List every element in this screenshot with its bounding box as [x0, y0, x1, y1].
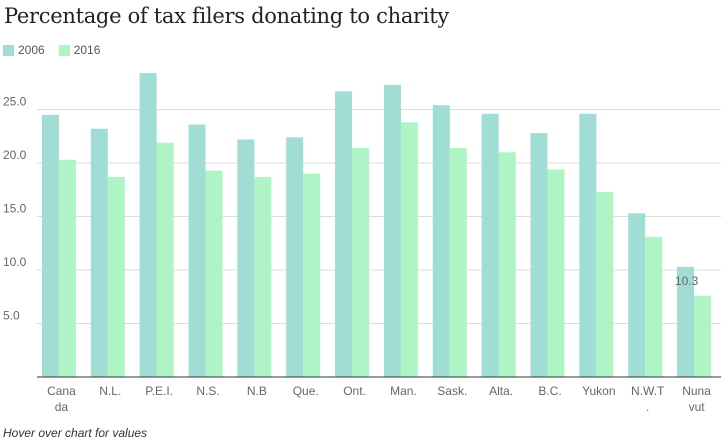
x-tick-label: Cana da [47, 384, 76, 414]
x-tick-label-line: N.B [247, 384, 267, 398]
y-tick-label: 20.0 [3, 148, 27, 162]
x-tick-label: N.S. [196, 384, 219, 398]
legend-label-2016: 2016 [73, 43, 101, 57]
hover-note: Hover over chart for values [3, 426, 148, 440]
x-tick-label: N.B [247, 384, 267, 398]
x-tick-label-line: B.C. [538, 384, 561, 398]
x-tick-label: Que. [293, 384, 319, 398]
y-tick-label: 5.0 [3, 309, 20, 323]
x-tick-label-line: . [646, 400, 649, 414]
x-tick-label-line: vut [689, 400, 706, 414]
bar-2016[interactable] [107, 176, 125, 377]
x-tick-label: Yukon [582, 384, 615, 398]
legend-swatch-2006 [3, 44, 14, 56]
legend-item-2016[interactable]: 2016 [58, 43, 101, 57]
bar-2006[interactable] [481, 113, 499, 377]
bar-2016[interactable] [547, 169, 565, 377]
bar-2006[interactable] [41, 114, 59, 377]
bar-2006[interactable] [530, 133, 548, 377]
bar-2016[interactable] [254, 176, 272, 377]
x-tick-label: Sask. [437, 384, 467, 398]
x-tick-label-line: Ont. [343, 384, 366, 398]
bar-2016[interactable] [352, 148, 370, 377]
x-tick-label: N.W.T. [631, 384, 665, 414]
legend: 2006 2016 [3, 43, 100, 57]
x-tick-label-line: Man. [390, 384, 417, 398]
bar-2006[interactable] [579, 113, 597, 377]
bar-2016[interactable] [645, 236, 663, 377]
x-tick-label-line: Alta. [489, 384, 513, 398]
x-tick-label: Nuna vut [682, 384, 711, 414]
bar-2016[interactable] [303, 173, 321, 377]
x-tick-label-line: N.L. [99, 384, 121, 398]
x-tick-label: Man. [390, 384, 417, 398]
bar-2006[interactable] [677, 266, 695, 377]
y-tick-label: 25.0 [3, 95, 27, 109]
x-tick-label-line: Yukon [582, 384, 615, 398]
bar-2006[interactable] [432, 105, 450, 377]
x-tick-label: N.L. [99, 384, 121, 398]
x-tick-label: B.C. [538, 384, 561, 398]
bar-2006[interactable] [335, 91, 353, 377]
x-tick-label-line: Sask. [437, 384, 467, 398]
y-tick-label: 10.0 [3, 255, 27, 269]
bar-2016[interactable] [596, 191, 614, 377]
bar-2006[interactable] [286, 137, 304, 377]
legend-swatch-2016 [58, 44, 70, 56]
x-tick-label-line: P.E.I. [145, 384, 173, 398]
chart-title: Percentage of tax filers donating to cha… [4, 4, 449, 28]
bar-2016[interactable] [400, 122, 418, 377]
legend-item-2006[interactable]: 2006 [3, 43, 45, 57]
bar-2016[interactable] [58, 159, 76, 377]
x-tick-label-line: Cana [47, 384, 76, 398]
bar-2016[interactable] [156, 142, 174, 377]
legend-label-2006: 2006 [18, 43, 45, 57]
bar-2016[interactable] [205, 170, 223, 377]
bar-2006[interactable] [90, 128, 108, 377]
bar-2006[interactable] [139, 73, 157, 378]
bar-2006[interactable] [237, 139, 255, 377]
x-tick-label-line: N.S. [196, 384, 219, 398]
x-tick-label: Alta. [489, 384, 513, 398]
x-tick-label: P.E.I. [145, 384, 173, 398]
x-tick-label-line: Nuna [682, 384, 711, 398]
bar-2016[interactable] [498, 152, 516, 377]
x-tick-label-line: da [55, 400, 69, 414]
bar-2006[interactable] [628, 213, 646, 377]
bar-2006[interactable] [383, 84, 401, 377]
bar-2006[interactable] [188, 124, 206, 377]
bar-2016[interactable] [449, 148, 467, 377]
x-tick-label-line: N.W.T [631, 384, 665, 398]
x-tick-label: Ont. [343, 384, 366, 398]
y-tick-label: 15.0 [3, 202, 27, 216]
data-label: 10.3 [675, 274, 699, 288]
x-tick-label-line: Que. [293, 384, 319, 398]
bar-2016[interactable] [694, 295, 712, 377]
